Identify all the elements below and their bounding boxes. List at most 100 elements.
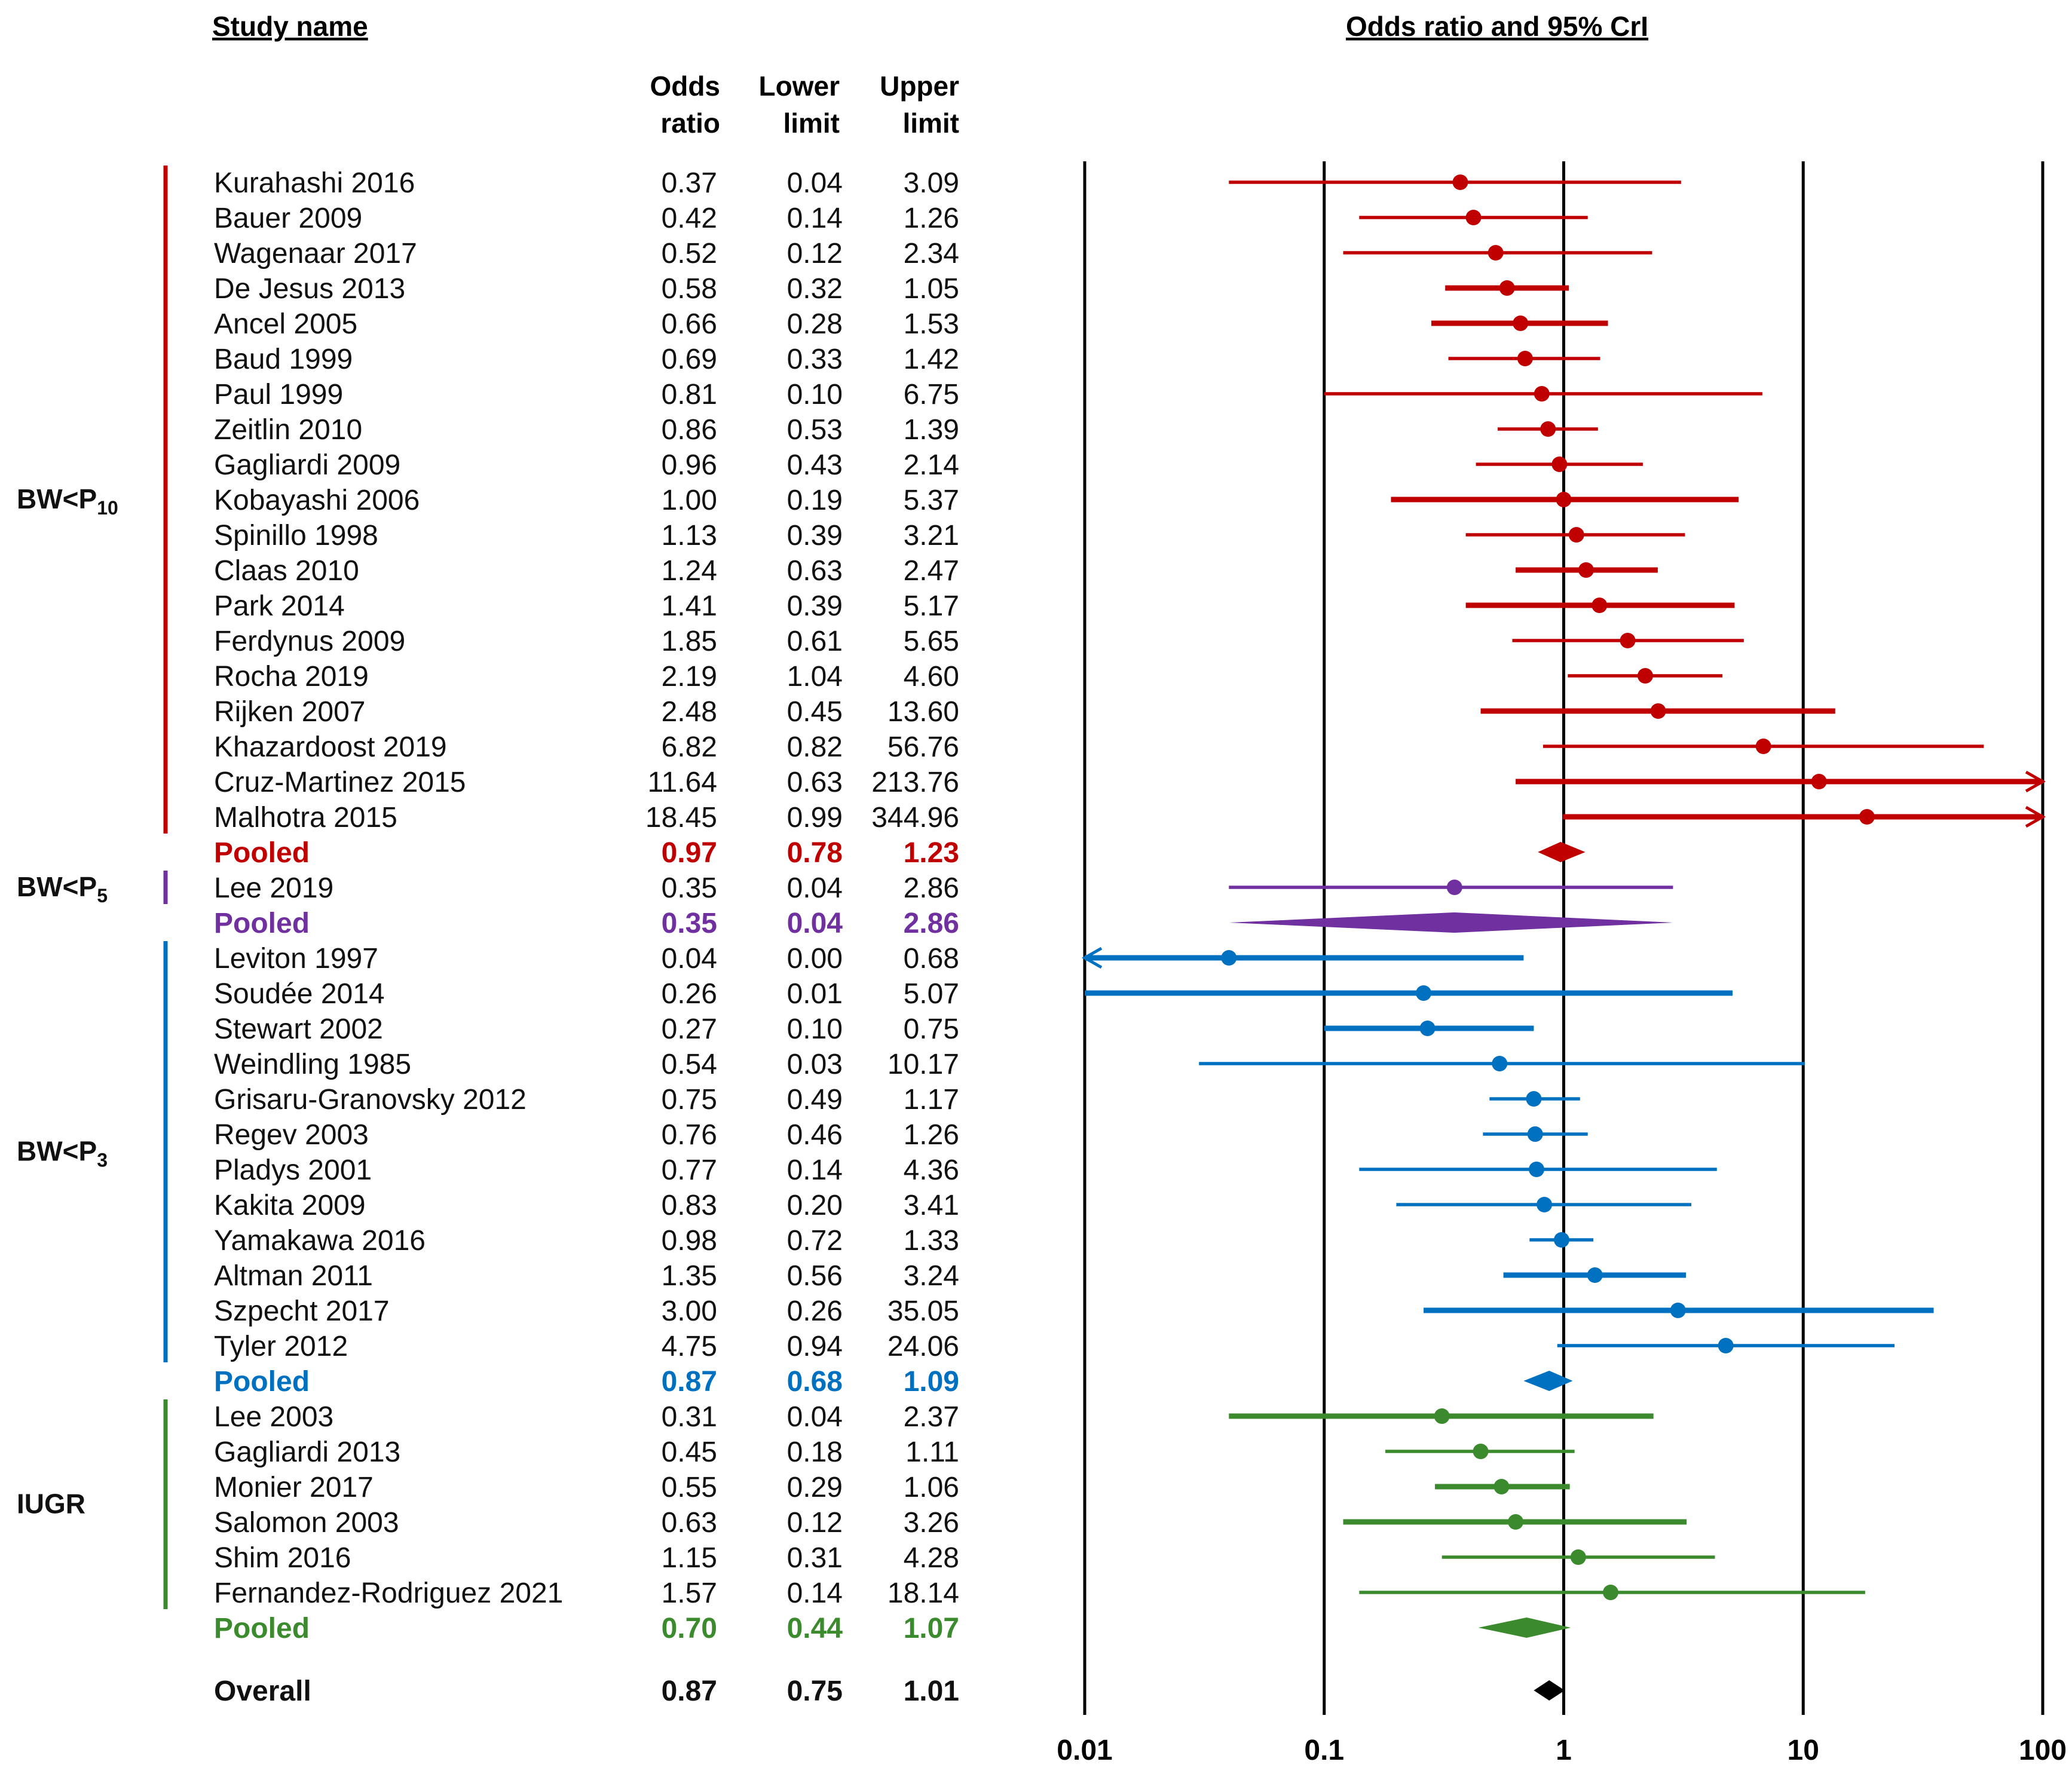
group-0-study-13-upper: 5.65: [904, 626, 959, 657]
group-0-study-5-upper: 1.42: [904, 344, 959, 375]
group-2-study-8-lower: 0.72: [787, 1225, 843, 1257]
group-2-study-3-or: 0.54: [662, 1049, 717, 1080]
group-3-pooled-lower: 0.44: [787, 1613, 843, 1644]
group-1-pooled-lower: 0.04: [787, 908, 843, 939]
group-0-study-3-point: [1499, 280, 1515, 296]
group-0-study-8-point: [1551, 457, 1568, 472]
group-0-study-10-or: 1.13: [662, 520, 717, 552]
group-0-study-0-name: Kurahashi 2016: [214, 167, 415, 199]
group-0-study-11-or: 1.24: [662, 555, 717, 587]
group-3-study-5-or: 1.57: [662, 1577, 717, 1609]
group-0-study-1-lower: 0.14: [787, 203, 843, 234]
group-0-study-7-name: Zeitlin 2010: [214, 414, 362, 446]
x-tick-label-0: 0.01: [1057, 1735, 1112, 1766]
group-3-pooled-or: 0.70: [662, 1613, 717, 1644]
overall-lower: 0.75: [787, 1675, 843, 1707]
group-0-pooled-upper: 1.23: [904, 837, 959, 869]
group-2-study-2-point: [1419, 1021, 1436, 1036]
group-0-study-14-lower: 1.04: [787, 661, 843, 693]
plot-area: 0.01 0.1 1 10 100: [163, 161, 2067, 1766]
group-2-pooled-diamond: [1523, 1371, 1573, 1391]
group-3-study-0-or: 0.31: [662, 1401, 717, 1433]
group-2-study-1-point: [1416, 985, 1432, 1001]
group-0-study-7-point: [1540, 421, 1556, 437]
group-0-study-0-or: 0.37: [662, 167, 717, 199]
group-1-study-0-upper: 2.86: [904, 872, 959, 904]
group-0-study-5-or: 0.69: [662, 344, 717, 375]
group-0-study-17-name: Cruz-Martinez 2015: [214, 767, 466, 798]
group-0-study-16-point: [1755, 739, 1771, 754]
group-0-study-18-upper: 344.96: [871, 802, 959, 834]
group-2-study-11-name: Tyler 2012: [214, 1331, 348, 1362]
group-2-label: BW<P3: [17, 1136, 108, 1171]
group-2-pooled-upper: 1.09: [904, 1366, 959, 1398]
group-3-study-5-lower: 0.14: [787, 1577, 843, 1609]
group-2-study-8-or: 0.98: [662, 1225, 717, 1257]
group-0-study-15-upper: 13.60: [887, 696, 959, 728]
group-0-study-14-or: 2.19: [662, 661, 717, 693]
group-0-study-13-or: 1.85: [662, 626, 717, 657]
group-2-study-8-point: [1553, 1232, 1569, 1248]
group-3-study-1-lower: 0.18: [787, 1436, 843, 1468]
group-1-label-text: BW<P: [17, 871, 97, 902]
group-0-study-14-point: [1637, 668, 1653, 684]
group-3-study-5-upper: 18.14: [887, 1577, 959, 1609]
group-0-study-14-name: Rocha 2019: [214, 661, 369, 693]
group-0-study-15-point: [1650, 703, 1666, 719]
group-2-study-0-ci-arrow-left: [1081, 946, 1103, 969]
lower-limit-header-line2: limit: [783, 108, 840, 139]
group-0-study-9-name: Kobayashi 2006: [214, 485, 420, 516]
group-2-study-4-point: [1526, 1091, 1542, 1107]
group-0-study-4-lower: 0.28: [787, 308, 843, 340]
group-2-study-4-or: 0.75: [662, 1084, 717, 1116]
group-0-study-9-upper: 5.37: [904, 485, 959, 516]
group-0-study-2-lower: 0.12: [787, 238, 843, 269]
group-2-study-6-upper: 4.36: [904, 1154, 959, 1186]
group-0-study-9-or: 1.00: [662, 485, 717, 516]
group-2-study-4-lower: 0.49: [787, 1084, 843, 1116]
overall-diamond: [1534, 1680, 1565, 1701]
group-0-study-2-point: [1488, 245, 1504, 261]
group-0-study-1-or: 0.42: [662, 203, 717, 234]
group-0-study-10-lower: 0.39: [787, 520, 843, 552]
lower-limit-header-line1: Lower: [759, 71, 840, 102]
group-0-study-2-name: Wagenaar 2017: [214, 238, 417, 269]
group-0-study-5-name: Baud 1999: [214, 344, 353, 375]
group-2-study-5-upper: 1.26: [904, 1119, 959, 1151]
group-1-label-subscript: 5: [97, 885, 108, 906]
group-2-study-10-lower: 0.26: [787, 1295, 843, 1327]
group-0-study-11-lower: 0.63: [787, 555, 843, 587]
group-0-study-18-point: [1859, 809, 1875, 825]
group-3-pooled-name: Pooled: [214, 1613, 310, 1644]
group-2-study-0-or: 0.04: [662, 943, 717, 975]
group-0-study-14-upper: 4.60: [904, 661, 959, 693]
group-0-study-18-lower: 0.99: [787, 802, 843, 834]
group-2-study-5-or: 0.76: [662, 1119, 717, 1151]
group-2-study-5-lower: 0.46: [787, 1119, 843, 1151]
group-0-study-17-or: 11.64: [647, 767, 717, 798]
group-2-study-4-name: Grisaru-Granovsky 2012: [214, 1084, 527, 1116]
group-2-study-9-upper: 3.24: [904, 1260, 959, 1292]
group-2-study-1-lower: 0.01: [787, 978, 843, 1010]
group-3-study-0-upper: 2.37: [904, 1401, 959, 1433]
group-2-study-10-or: 3.00: [662, 1295, 717, 1327]
group-0-study-12-point: [1592, 598, 1608, 613]
group-3-study-3-lower: 0.12: [787, 1507, 843, 1539]
x-tick-label-4: 100: [2019, 1735, 2067, 1766]
group-2-study-2-lower: 0.10: [787, 1013, 843, 1045]
group-0-study-1-name: Bauer 2009: [214, 203, 362, 234]
odds-ratio-header-line1: Odds: [650, 71, 720, 102]
group-2-study-10-point: [1670, 1303, 1686, 1318]
group-3-study-5-name: Fernandez-Rodriguez 2021: [214, 1577, 563, 1609]
upper-limit-header-line2: limit: [902, 108, 959, 139]
group-0-study-3-upper: 1.05: [904, 273, 959, 305]
group-2-study-3-point: [1492, 1056, 1508, 1071]
group-2-study-6-name: Pladys 2001: [214, 1154, 372, 1186]
group-0-study-4-point: [1513, 315, 1529, 331]
group-0-pooled-lower: 0.78: [787, 837, 843, 869]
group-3-study-2-or: 0.55: [662, 1472, 717, 1503]
group-0-study-15-or: 2.48: [662, 696, 717, 728]
group-0-label-text: BW<P: [17, 483, 97, 514]
group-0-pooled-or: 0.97: [662, 837, 717, 869]
group-0-study-17-lower: 0.63: [787, 767, 843, 798]
